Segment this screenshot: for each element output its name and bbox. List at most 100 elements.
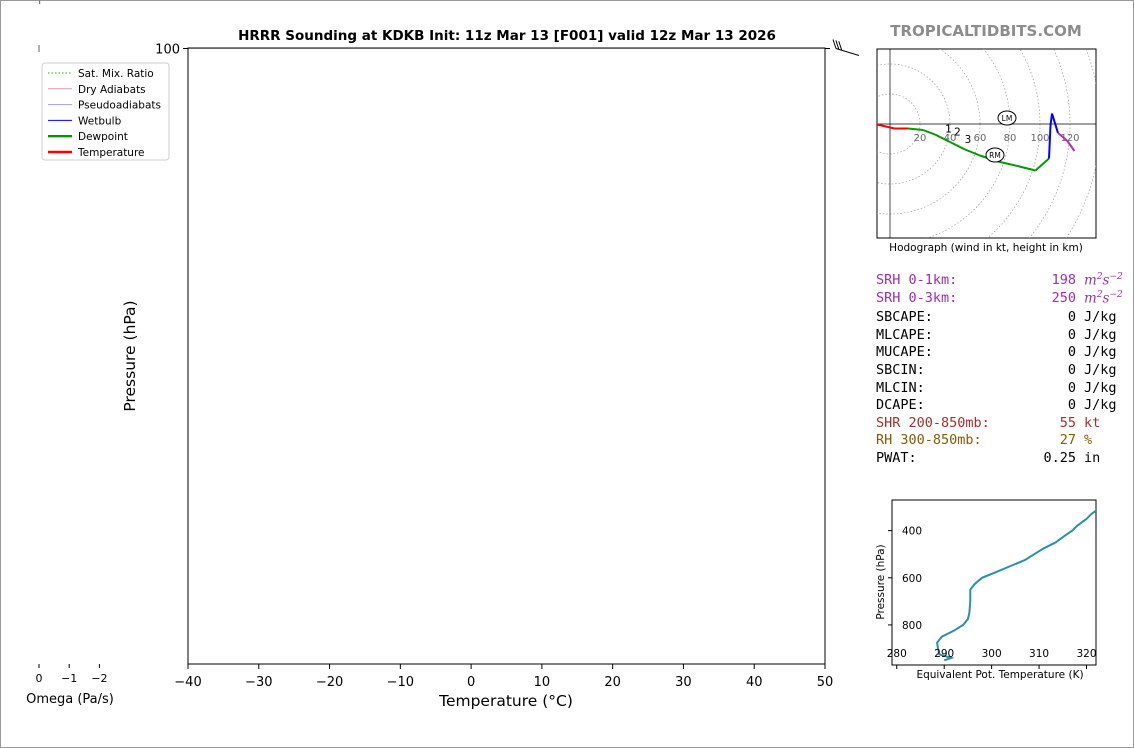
theta-e-xtick-label: 290 <box>934 648 954 660</box>
barb-flag <box>838 41 843 51</box>
isotherm-line <box>0 0 60 49</box>
index-label: DCAPE: <box>876 397 925 413</box>
index-label: SHR 200-850mb: <box>876 415 990 431</box>
index-value: 198 <box>1051 272 1076 288</box>
x-tick-label: −30 <box>245 675 272 690</box>
index-unit: in <box>1084 450 1101 466</box>
hodograph-segment <box>949 141 966 151</box>
storm-motion-marker <box>985 147 1005 163</box>
omega-tick-label: 0 <box>36 672 43 685</box>
brand-watermark: TROPICALTIDBITS.COM <box>890 22 1082 40</box>
index-label: SRH 0-3km: <box>876 290 958 306</box>
index-label: SBCAPE: <box>876 309 933 325</box>
x-tick-label: −20 <box>316 675 343 690</box>
legend-box <box>41 62 170 161</box>
index-label: SBCIN: <box>876 362 925 378</box>
index-unit: J/kg <box>1084 397 1117 413</box>
skewt-axes-frame <box>187 47 826 665</box>
hodograph-segment <box>922 129 936 136</box>
hodograph-ring-label: 20 <box>914 133 927 144</box>
legend-label: Wetbulb <box>78 115 122 127</box>
index-label: MUCAPE: <box>876 344 933 360</box>
storm-motion-label: LM <box>1002 114 1013 123</box>
hodograph-ring-label: 60 <box>974 133 987 144</box>
skewt-title: HRRR Sounding at KDKB Init: 11z Mar 13 [… <box>238 28 776 44</box>
hodograph-height-label: 3 <box>965 134 972 146</box>
index-value: 250 <box>1051 290 1076 306</box>
hodograph-segment <box>1066 139 1076 152</box>
hodograph-ring-label: 80 <box>1004 133 1017 144</box>
hodograph-segment <box>907 127 924 131</box>
index-value: 0 <box>1067 362 1076 378</box>
hodograph-segment <box>877 123 895 130</box>
index-value: 55 <box>1059 415 1076 431</box>
theta-e-ytick-label: 800 <box>902 620 922 632</box>
hodograph-plot: 20 40 60 80 100 120 1 23 6 LM RM <box>877 49 1132 238</box>
index-unit: J/kg <box>1084 380 1117 396</box>
hodograph-height-label: 1 <box>945 124 952 136</box>
theta-e-panel: 280 290 300 310 320 400 600 800 Equivalent Pot.… <box>875 499 1097 681</box>
x-tick-label: 30 <box>675 675 692 690</box>
x-tick-label: 50 <box>817 675 834 690</box>
index-unit: kt <box>1084 415 1101 431</box>
omega-bar <box>38 45 40 52</box>
isotherm-line <box>0 0 130 49</box>
index-label: MLCAPE: <box>876 327 933 343</box>
isotherm-line <box>0 0 272 49</box>
omega-axes: 0−1−2DGZDGZ <box>36 664 108 685</box>
index-value: 0 <box>1067 397 1076 413</box>
hodograph-segment <box>1048 125 1052 159</box>
x-tick-label: −10 <box>387 675 414 690</box>
storm-motion-marker <box>997 110 1017 126</box>
x-tick-label: −40 <box>174 675 201 690</box>
storm-motion-label: RM <box>989 151 1001 160</box>
x-tick-label: 10 <box>534 675 551 690</box>
theta-e-xtick-label: 310 <box>1029 648 1049 660</box>
barb-shaft <box>835 48 860 56</box>
theta-e-xlabel: Equivalent Pot. Temperature (K) <box>916 669 1083 681</box>
index-unit: m2s−2 <box>1084 290 1123 307</box>
theta-e-line <box>936 509 1096 662</box>
theta-e-ylabel: Pressure (hPa) <box>875 544 887 619</box>
hodograph-caption: Hodograph (wind in kt, height in km) <box>889 242 1083 254</box>
legend-label: Dewpoint <box>78 131 128 143</box>
theta-e-ytick-label: 600 <box>902 573 922 585</box>
index-label: PWAT: <box>876 450 917 466</box>
hodograph-segment <box>964 148 981 157</box>
theta-e-xtick-label: 300 <box>982 648 1002 660</box>
y-tick-label: 100 <box>155 43 180 58</box>
index-unit: % <box>1084 432 1093 448</box>
index-unit: J/kg <box>1084 362 1117 378</box>
hodograph-height-label: 6 <box>1125 164 1132 176</box>
legend-label: Pseudoadiabats <box>78 100 161 112</box>
skewt-legend: Sat. Mix. Ratio Dry Adiabats Pseudoadiabat… <box>41 62 170 161</box>
legend-label: Dry Adiabats <box>78 84 146 96</box>
omega-tick-label: −1 <box>61 672 77 685</box>
legend-label: Sat. Mix. Ratio <box>78 68 154 80</box>
omega-xlabel: Omega (Pa/s) <box>26 692 114 707</box>
isotherm-line <box>0 0 201 49</box>
legend-label: Temperature <box>77 147 145 159</box>
index-value: 0.25 <box>1043 450 1076 466</box>
x-tick-label: 0 <box>467 675 475 690</box>
theta-e-xtick-label: 280 <box>887 648 907 660</box>
index-unit: J/kg <box>1084 309 1117 325</box>
index-label: MLCIN: <box>876 380 925 396</box>
index-label: RH 300-850mb: <box>876 432 982 448</box>
theta-e-plot: 280 290 300 310 320 400 600 800 <box>887 509 1097 669</box>
omega-tick-label: −2 <box>91 672 107 685</box>
hodograph-segment <box>1017 165 1036 172</box>
index-value: 0 <box>1067 344 1076 360</box>
skewt-axes: −40−30−20−100102030405010020030040050060… <box>155 43 834 691</box>
index-value: 0 <box>1067 309 1076 325</box>
skewt-xlabel: Temperature (°C) <box>438 692 573 710</box>
wind-barb <box>832 39 860 56</box>
index-unit: J/kg <box>1084 344 1117 360</box>
index-unit: m2s−2 <box>1084 272 1123 289</box>
barb-flag <box>835 40 840 50</box>
hodograph-ring-label: 100 <box>1030 133 1049 144</box>
hodograph-segment <box>997 160 1018 167</box>
skewt-ylabel: Pressure (hPa) <box>121 300 139 411</box>
hodograph-frame <box>876 48 1097 239</box>
